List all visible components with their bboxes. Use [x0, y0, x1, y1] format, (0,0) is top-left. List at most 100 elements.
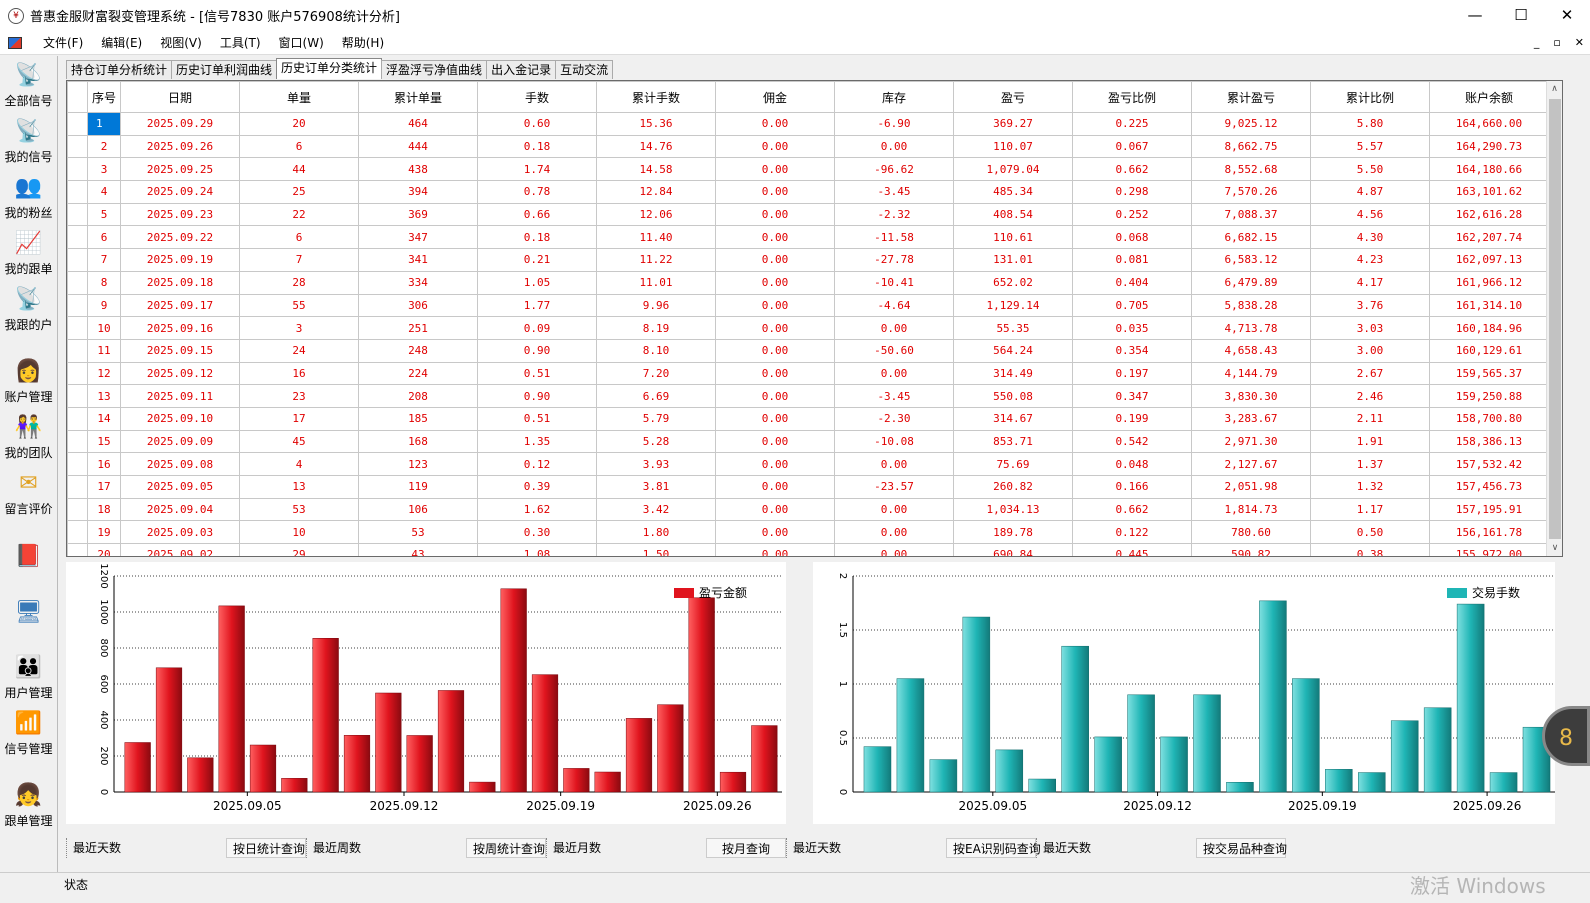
table-cell[interactable]: 0.122 — [1072, 520, 1192, 545]
table-cell[interactable]: 7,570.26 — [1191, 180, 1311, 204]
table-cell[interactable]: 2025.09.29 — [120, 112, 240, 136]
maximize-button[interactable]: ☐ — [1514, 6, 1528, 24]
table-cell[interactable]: 0.00 — [834, 520, 954, 545]
table-cell[interactable]: 0.00 — [715, 112, 835, 136]
table-cell[interactable]: 6,682.15 — [1191, 225, 1311, 250]
table-cell[interactable]: 8.10 — [596, 338, 716, 363]
table-cell[interactable]: 8,662.75 — [1191, 134, 1311, 159]
table-cell[interactable]: 3.81 — [596, 475, 716, 499]
table-cell[interactable]: 10 — [239, 520, 359, 545]
table-cell[interactable]: 13 — [239, 475, 359, 499]
table-cell[interactable]: 11.22 — [596, 248, 716, 272]
menu-tools[interactable]: 工具(T) — [219, 36, 261, 50]
table-cell[interactable]: 2.67 — [1310, 361, 1430, 386]
table-cell[interactable]: 3,283.67 — [1191, 406, 1311, 431]
row-header-cell[interactable] — [67, 406, 88, 431]
table-cell[interactable]: 485.34 — [953, 180, 1073, 204]
table-cell[interactable]: 53 — [358, 520, 478, 545]
menu-window[interactable]: 窗口(W) — [278, 36, 324, 50]
table-cell[interactable]: 0.00 — [715, 338, 835, 363]
table-cell[interactable]: 0.067 — [1072, 134, 1192, 159]
mdi-window-icon[interactable] — [8, 36, 22, 49]
sidebar-item-4[interactable]: 📡 我跟的户 — [0, 280, 57, 336]
table-cell[interactable]: 2025.09.18 — [120, 270, 240, 295]
row-header-cell[interactable] — [67, 361, 88, 386]
table-cell[interactable]: 2.46 — [1310, 384, 1430, 408]
table-cell[interactable]: 1.17 — [1310, 497, 1430, 522]
table-row[interactable]: 9 2025.09.17 55 306 1.77 9.96 0.00 -4.64 1,129.1… — [67, 293, 1549, 318]
query-button[interactable]: 按月查询 — [706, 838, 786, 858]
table-row[interactable]: 12 2025.09.12 16 224 0.51 7.20 0.00 0.00 314.49 0… — [67, 361, 1549, 386]
column-header[interactable]: 累计盈亏 — [1191, 81, 1311, 113]
table-cell[interactable]: 8,552.68 — [1191, 157, 1311, 182]
column-header[interactable]: 佣金 — [715, 81, 835, 113]
table-cell[interactable]: 0.00 — [715, 361, 835, 386]
menu-help[interactable]: 帮助(H) — [341, 36, 385, 50]
table-cell[interactable]: 19 — [87, 520, 121, 545]
table-row[interactable]: 20 2025.09.02 29 43 1.08 1.50 0.00 0.00 690.84 0.… — [67, 543, 1549, 556]
table-cell[interactable]: 0.50 — [1310, 520, 1430, 545]
table-cell[interactable]: 20 — [87, 543, 121, 556]
table-cell[interactable]: 2025.09.09 — [120, 429, 240, 454]
table-cell[interactable]: 15.36 — [596, 112, 716, 136]
table-cell[interactable]: 13 — [87, 384, 121, 408]
table-cell[interactable]: 11.01 — [596, 270, 716, 295]
table-cell[interactable]: 251 — [358, 316, 478, 340]
table-cell[interactable]: 0.18 — [477, 225, 597, 250]
table-cell[interactable]: 28 — [239, 270, 359, 295]
query-field-label[interactable]: 最近天数 — [786, 838, 946, 858]
table-cell[interactable]: -96.62 — [834, 157, 954, 182]
table-cell[interactable]: 161,314.10 — [1429, 293, 1549, 318]
table-cell[interactable]: 3.93 — [596, 452, 716, 476]
table-row[interactable]: 11 2025.09.15 24 248 0.90 8.10 0.00 -50.60 564.2… — [67, 338, 1549, 363]
table-cell[interactable]: 0.66 — [477, 202, 597, 227]
table-cell[interactable]: 394 — [358, 180, 478, 204]
table-cell[interactable]: 6 — [239, 134, 359, 159]
table-cell[interactable]: 44 — [239, 157, 359, 182]
row-header-cell[interactable] — [67, 429, 88, 454]
table-cell[interactable]: 11.40 — [596, 225, 716, 250]
table-cell[interactable]: 168 — [358, 429, 478, 454]
table-cell[interactable]: 0.662 — [1072, 157, 1192, 182]
table-cell[interactable]: 1,079.04 — [953, 157, 1073, 182]
table-cell[interactable]: 45 — [239, 429, 359, 454]
table-cell[interactable]: 2025.09.17 — [120, 293, 240, 318]
row-header-cell[interactable] — [67, 248, 88, 272]
row-header-cell[interactable] — [67, 452, 88, 476]
table-cell[interactable]: 2,051.98 — [1191, 475, 1311, 499]
table-cell[interactable]: 0.00 — [715, 157, 835, 182]
table-cell[interactable]: 161,966.12 — [1429, 270, 1549, 295]
table-row[interactable]: 8 2025.09.18 28 334 1.05 11.01 0.00 -10.41 652.0… — [67, 270, 1549, 295]
row-header-cell[interactable] — [67, 338, 88, 363]
table-cell[interactable]: 2.11 — [1310, 406, 1430, 431]
table-cell[interactable]: 0.404 — [1072, 270, 1192, 295]
table-cell[interactable]: 123 — [358, 452, 478, 476]
table-cell[interactable]: 1.50 — [596, 543, 716, 556]
mdi-close-button[interactable]: ✕ — [1574, 36, 1584, 49]
table-row[interactable]: 13 2025.09.11 23 208 0.90 6.69 0.00 -3.45 550.08… — [67, 384, 1549, 408]
table-cell[interactable]: 0.00 — [834, 497, 954, 522]
table-row[interactable]: 17 2025.09.05 13 119 0.39 3.81 0.00 -23.57 260.8… — [67, 475, 1549, 499]
column-header[interactable]: 累计单量 — [358, 81, 478, 113]
table-cell[interactable]: 5,838.28 — [1191, 293, 1311, 318]
table-cell[interactable]: 444 — [358, 134, 478, 159]
table-cell[interactable]: 14 — [87, 406, 121, 431]
table-cell[interactable]: 1.37 — [1310, 452, 1430, 476]
table-cell[interactable]: 1.05 — [477, 270, 597, 295]
table-cell[interactable]: 29 — [239, 543, 359, 556]
table-cell[interactable]: 369.27 — [953, 112, 1073, 136]
column-header[interactable]: 手数 — [477, 81, 597, 113]
table-cell[interactable]: 14.58 — [596, 157, 716, 182]
query-button[interactable]: 按周统计查询 — [466, 838, 546, 858]
table-cell[interactable]: 1.91 — [1310, 429, 1430, 454]
table-cell[interactable]: 1 — [87, 112, 121, 136]
table-cell[interactable]: 3.42 — [596, 497, 716, 522]
table-cell[interactable]: 6,479.89 — [1191, 270, 1311, 295]
table-cell[interactable]: 8.19 — [596, 316, 716, 340]
table-cell[interactable]: 314.67 — [953, 406, 1073, 431]
table-cell[interactable]: 0.12 — [477, 452, 597, 476]
table-cell[interactable]: 2,971.30 — [1191, 429, 1311, 454]
table-cell[interactable]: 1.35 — [477, 429, 597, 454]
table-cell[interactable]: 4.87 — [1310, 180, 1430, 204]
table-cell[interactable]: 224 — [358, 361, 478, 386]
